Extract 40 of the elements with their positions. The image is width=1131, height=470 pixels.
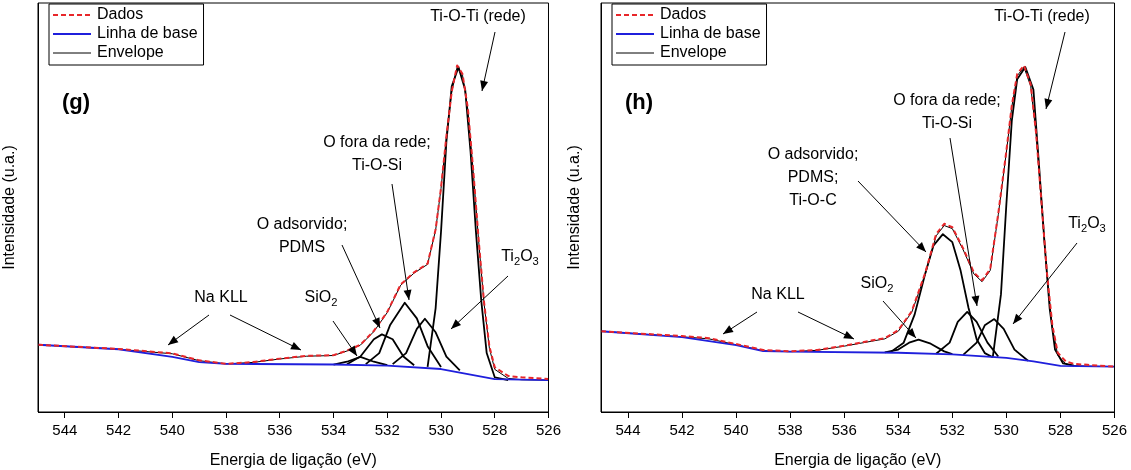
x-tick-label: 538 (213, 421, 239, 439)
x-axis-title: Energia de ligação (eV) (774, 450, 942, 468)
y-axis-title: Intensidade (u.a.) (565, 145, 583, 270)
y-axis-title: Intensidade (u.a.) (0, 145, 18, 270)
x-axis-title: Energia de ligação (eV) (209, 450, 377, 468)
text: Ti-O-Ti (rede) (430, 7, 526, 25)
legend-label: Dados (660, 5, 707, 23)
x-tick-label: 536 (831, 421, 857, 439)
x-tick-label: 538 (777, 421, 803, 439)
annotation: O adsorvido; PDMS (256, 215, 348, 256)
annotation: O fora da rede; Ti-O-Si (323, 133, 431, 174)
x-tick-label: 530 (993, 421, 1019, 439)
x-tick-label: 542 (669, 421, 695, 439)
x-tick-label: 536 (267, 421, 293, 439)
x-tick-label: 544 (52, 421, 78, 439)
annotation: O fora da rede; Ti-O-Si (893, 91, 1001, 132)
x-tick-label: 528 (1047, 421, 1073, 439)
annotation: O adsorvido; PDMS; Ti-O-C (767, 145, 859, 209)
text: Ti-O-Ti (rede) (994, 7, 1090, 25)
legend-label: Envelope (97, 43, 164, 61)
legend-label: Linha de base (660, 24, 761, 42)
x-tick-label: 530 (428, 421, 454, 439)
x-tick-label: 532 (374, 421, 400, 439)
annotation: Na KLL (751, 285, 805, 303)
x-tick-label: 528 (482, 421, 508, 439)
annotation: Na KLL (194, 288, 248, 306)
text: (h) (625, 89, 654, 115)
x-tick-label: 540 (159, 421, 185, 439)
x-tick-label: 534 (885, 421, 911, 439)
x-tick-label: 534 (321, 421, 347, 439)
x-tick-label: 532 (939, 421, 965, 439)
text: (g) (62, 89, 91, 115)
legend-label: Dados (97, 5, 144, 23)
x-tick-label: 526 (535, 421, 561, 439)
legend-label: Envelope (660, 43, 727, 61)
x-tick-label: 526 (1101, 421, 1127, 439)
x-tick-label: 540 (723, 421, 749, 439)
legend-label: Linha de base (97, 24, 198, 42)
x-tick-label: 544 (615, 421, 641, 439)
x-tick-label: 542 (106, 421, 132, 439)
